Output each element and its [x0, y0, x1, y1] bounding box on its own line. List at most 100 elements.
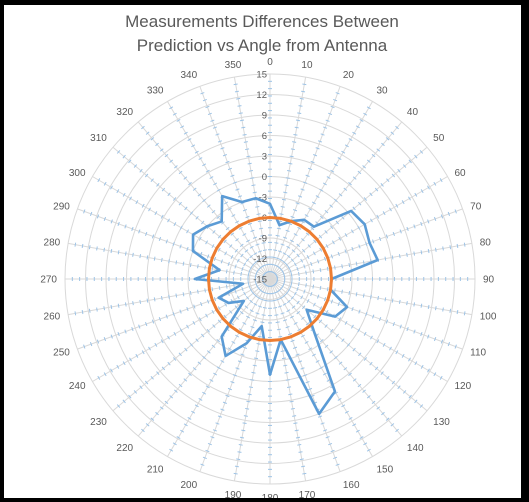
- radial-tick-mark: [447, 342, 451, 347]
- radial-tick-mark: [449, 308, 452, 313]
- radial-tick-mark: [179, 328, 183, 333]
- radial-tick-mark: [173, 331, 177, 336]
- radial-tick-mark: [135, 353, 139, 358]
- radial-tick-mark: [189, 211, 194, 215]
- radial-tick-mark: [202, 98, 207, 102]
- radial-tick-mark: [413, 251, 416, 256]
- radial-tick-mark: [406, 327, 409, 332]
- radial-tick-mark: [301, 238, 305, 242]
- radial-tick-mark: [260, 321, 265, 324]
- radial-tick-mark: [286, 254, 291, 259]
- radial-tick-mark: [262, 306, 267, 309]
- radial-tick-mark: [275, 298, 280, 301]
- angle-label: 270: [40, 275, 57, 286]
- radial-tick-mark: [225, 284, 228, 289]
- angle-label: 150: [377, 464, 394, 475]
- radial-tick-mark: [103, 337, 107, 342]
- radial-tick-mark: [167, 361, 171, 366]
- radial-tick-mark: [348, 262, 351, 268]
- radial-tick-mark: [165, 314, 168, 319]
- radial-tick-mark: [116, 150, 121, 154]
- radial-tick-mark: [210, 436, 215, 439]
- radial-tick-mark: [278, 296, 283, 300]
- radial-tick-mark: [83, 209, 86, 214]
- radial-tick-mark: [363, 197, 368, 201]
- radial-tick-mark: [365, 312, 368, 317]
- radial-tick-mark: [337, 157, 342, 160]
- radial-tick-mark: [301, 90, 306, 93]
- radial-tick-mark: [289, 155, 294, 158]
- radial-tick-mark: [402, 164, 407, 168]
- radial-tick-mark: [328, 442, 333, 446]
- angle-label: 290: [53, 202, 70, 213]
- radial-tick-mark: [413, 224, 416, 229]
- radial-tick-mark: [289, 284, 292, 289]
- radial-tick-mark: [167, 335, 170, 340]
- radial-tick-mark: [330, 169, 335, 173]
- radial-tick-mark: [245, 295, 250, 300]
- radial-tick-mark: [210, 119, 215, 122]
- radial-tick-mark: [141, 428, 145, 433]
- radial-tick-mark: [248, 284, 251, 289]
- radial-tick-mark: [433, 337, 437, 342]
- radial-tick-mark: [256, 213, 261, 215]
- radial-tick-mark: [139, 168, 143, 173]
- radial-tick-mark: [282, 252, 287, 256]
- radial-tick-mark: [124, 251, 127, 256]
- radial-tick-mark: [247, 273, 250, 278]
- radial-tick-mark: [174, 165, 178, 169]
- radial-tick-mark: [129, 196, 132, 201]
- radial-tick-mark: [195, 338, 199, 343]
- radial-tick-mark: [116, 364, 120, 369]
- radial-tick-mark: [144, 173, 149, 178]
- radial-tick-mark: [363, 331, 367, 336]
- radial-tick-mark: [242, 209, 248, 212]
- radial-tick-mark: [117, 250, 120, 255]
- radial-tick-mark: [251, 263, 255, 267]
- radial-tick-mark: [386, 375, 390, 380]
- radial-tick-mark: [182, 292, 185, 297]
- radial-tick-mark: [194, 404, 199, 408]
- radial-tick-mark: [197, 193, 202, 197]
- radial-tick-mark: [277, 305, 283, 308]
- radial-tick-mark: [74, 242, 77, 247]
- radial-tick-mark: [217, 247, 221, 252]
- radial-tick-mark: [150, 137, 155, 141]
- radial-tick-mark: [204, 265, 206, 270]
- radial-tick-mark: [169, 395, 174, 399]
- radial-tick-mark: [264, 256, 269, 259]
- radial-tick-mark: [213, 296, 217, 302]
- radial-tick-mark: [406, 301, 408, 306]
- radial-tick-mark: [230, 381, 235, 384]
- radial-tick-mark: [395, 428, 399, 433]
- radial-tick-mark: [209, 379, 214, 382]
- radial-tick-mark: [302, 472, 307, 475]
- radial-tick-mark: [207, 442, 212, 446]
- radial-tick-mark: [232, 181, 237, 184]
- radial-tick-mark: [449, 245, 452, 250]
- radial-tick-mark: [402, 390, 407, 394]
- radial-tick-mark: [352, 423, 357, 427]
- radial-tick-mark: [251, 291, 255, 295]
- radial-tick-mark: [212, 429, 217, 432]
- radial-tick-mark: [282, 236, 288, 239]
- radial-tick-mark: [413, 302, 416, 307]
- radial-tick-mark: [117, 303, 120, 308]
- radial-tick-mark: [205, 105, 210, 109]
- radial-tick-mark: [189, 290, 192, 296]
- radial-tick-mark: [312, 269, 315, 274]
- radial-tick-mark: [133, 164, 138, 168]
- radial-tick-mark: [392, 322, 395, 327]
- radial-tick-mark: [390, 131, 395, 135]
- radial-tick-mark: [178, 201, 182, 206]
- radial-tick-mark: [217, 140, 222, 143]
- chart-area: Measurements Differences Between Predict…: [4, 5, 521, 498]
- radial-tick-mark: [343, 187, 348, 191]
- radial-tick-mark: [317, 259, 320, 264]
- radial-tick-mark: [128, 394, 132, 399]
- radial-tick-mark: [233, 83, 238, 86]
- radial-tick-mark: [158, 236, 162, 241]
- radial-tick-mark: [211, 287, 214, 292]
- radial-tick-mark: [350, 324, 354, 329]
- radial-tick-mark: [313, 154, 318, 157]
